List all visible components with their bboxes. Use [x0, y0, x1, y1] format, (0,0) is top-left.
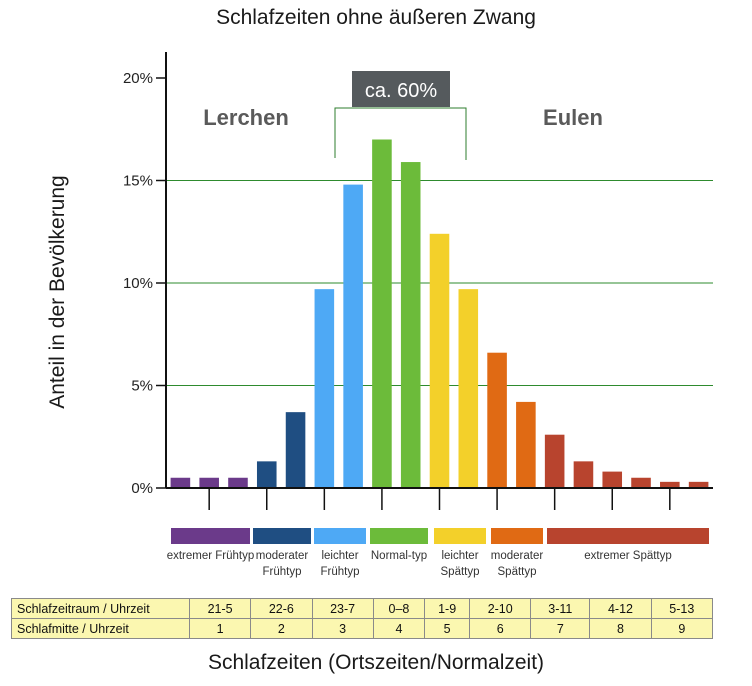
- y-tick-label: 20%: [123, 70, 153, 87]
- chronotype-bands: [171, 528, 709, 544]
- y-ticks: 0% 5% 10% 15% 20%: [123, 70, 166, 497]
- table-row: Schlafmitte / Uhrzeit 1 2 3 4 5 6 7 8 9: [11, 618, 714, 639]
- chronotype-band: [314, 528, 366, 544]
- bar: [199, 477, 219, 488]
- table-cell: 4-12: [589, 598, 652, 619]
- y-tick-label: 15%: [123, 173, 153, 190]
- bar: [660, 481, 680, 488]
- chronotype-band: [434, 528, 486, 544]
- bar: [314, 289, 335, 488]
- chronotype-label: leichter Frühtyp: [320, 550, 360, 578]
- chronotype-label: moderater Spättyp: [490, 550, 544, 578]
- bar: [544, 434, 565, 488]
- bar: [429, 233, 450, 488]
- table-cell: 3: [311, 618, 374, 639]
- chronotype-label: leichter Spättyp: [440, 550, 480, 578]
- table-cell: 3-11: [530, 598, 591, 619]
- bar: [372, 139, 392, 488]
- table-cell: 9: [650, 618, 714, 639]
- sixty-percent-label: ca. 60%: [365, 80, 437, 102]
- table-cell: 23-7: [311, 598, 374, 619]
- chronotype-band: [171, 528, 250, 544]
- table-cell: 5-13: [650, 598, 714, 619]
- schedule-row2-label: Schlafmitte / Uhrzeit: [11, 618, 190, 639]
- schedule-table: Schlafzeitraum / Uhrzeit 21-5 22-6 23-7 …: [11, 598, 714, 639]
- annotation: ca. 60% Lerchen Eulen: [203, 71, 603, 160]
- sixty-percent-bracket: [334, 107, 467, 160]
- x-ticks: [208, 488, 671, 510]
- chronotype-label: extremer Frühtyp: [166, 550, 255, 562]
- lerchen-label: Lerchen: [203, 105, 289, 130]
- table-cell: 2: [250, 618, 313, 639]
- chronotype-label: extremer Spättyp: [584, 550, 672, 562]
- table-row: Schlafzeitraum / Uhrzeit 21-5 22-6 23-7 …: [11, 598, 714, 619]
- bar: [516, 401, 536, 488]
- bar: [602, 471, 623, 488]
- bar: [285, 412, 306, 488]
- table-cell: 8: [589, 618, 652, 639]
- bar: [688, 481, 709, 488]
- schedule-row1-label: Schlafzeitraum / Uhrzeit: [11, 598, 190, 619]
- table-cell: 2-10: [469, 598, 532, 619]
- chronotype-band: [370, 528, 428, 544]
- y-tick-label: 0%: [131, 480, 153, 497]
- chronotype-label: moderater Frühtyp: [255, 550, 309, 578]
- bar: [458, 289, 479, 488]
- bar: [487, 352, 507, 488]
- table-cell: 0–8: [372, 598, 426, 619]
- bar: [343, 184, 363, 488]
- table-cell: 22-6: [250, 598, 313, 619]
- table-cell: 1: [188, 618, 252, 639]
- bar: [256, 461, 277, 488]
- chronotype-band: [491, 528, 543, 544]
- chart-title: Schlafzeiten ohne äußeren Zwang: [216, 6, 536, 29]
- table-cell: 1-9: [424, 598, 471, 619]
- chronotype-band: [253, 528, 311, 544]
- table-cell: 5: [424, 618, 471, 639]
- chronotype-band: [547, 528, 709, 544]
- bars: [170, 139, 709, 489]
- eulen-label: Eulen: [543, 105, 603, 130]
- sixty-percent-box: [352, 71, 450, 107]
- bar: [228, 477, 248, 488]
- chronotype-label: Normal-typ: [370, 550, 428, 562]
- bar: [400, 162, 421, 489]
- table-cell: 6: [469, 618, 532, 639]
- bar: [631, 477, 651, 488]
- x-axis-label: Schlafzeiten (Ortszeiten/Normalzeit): [207, 651, 545, 674]
- table-cell: 7: [530, 618, 591, 639]
- bar: [170, 477, 191, 488]
- y-tick-label: 10%: [123, 275, 153, 292]
- y-tick-label: 5%: [131, 378, 153, 395]
- table-cell: 21-5: [188, 598, 252, 619]
- table-cell: 4: [372, 618, 426, 639]
- bar: [573, 461, 594, 488]
